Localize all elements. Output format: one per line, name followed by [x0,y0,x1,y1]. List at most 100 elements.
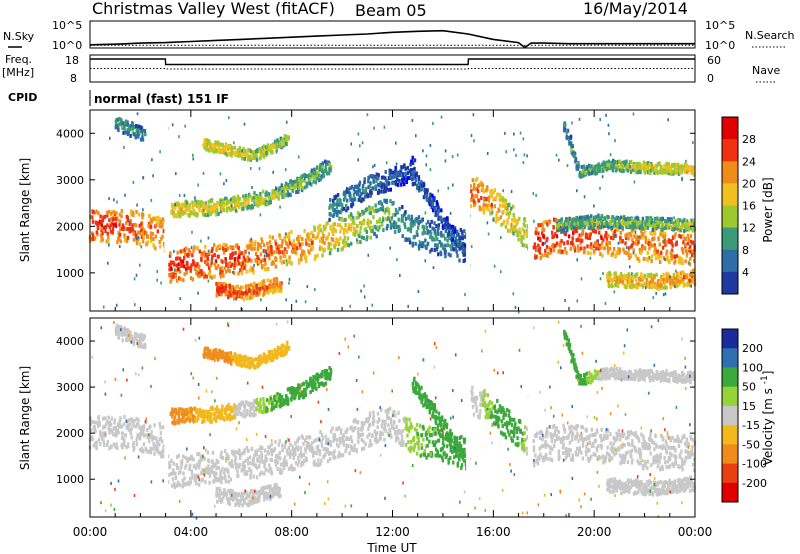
power-cell-11 [681,165,684,170]
velocity-cell-0 [89,419,92,424]
velocity-cell-0 [104,416,107,421]
power-cell-1 [175,256,178,261]
velocity-cell-1 [320,443,324,448]
freq-tick-high: 18 [65,54,79,67]
power-cell-7 [479,207,482,212]
power-cell-3 [232,151,236,156]
power-cell-1 [292,239,295,244]
power-cell-7 [508,228,511,233]
power-cell-11 [588,171,591,176]
power-cell-8 [555,234,559,239]
power-cell-1 [430,219,433,224]
power-cell-3 [276,138,279,143]
power-cell-2 [275,186,278,191]
velocity-cell-0 [122,422,126,427]
power-cell-1 [344,217,347,222]
power-speckle [412,224,415,228]
power-cell-10 [677,274,680,279]
power-cell-1 [375,234,378,239]
power-cell-2 [253,199,256,204]
power-cell-1 [233,263,237,268]
power-cell-1 [311,245,315,250]
power-cell-1 [303,256,307,261]
power-cell-9 [588,221,592,226]
power-cell-1 [294,247,297,252]
power-cell-6 [448,227,451,231]
power-cell-1 [175,278,179,283]
power-cell-1 [364,208,368,213]
power-cell-1 [389,199,392,204]
power-cell-1 [301,237,304,242]
power-cell-9 [676,220,679,225]
power-cell-11 [577,164,580,169]
power-cell-1 [231,252,235,257]
power-cell-8 [541,241,544,246]
power-cell-1 [391,222,394,227]
power-cell-1 [287,259,291,264]
power-cell-1 [355,229,359,234]
velocity-cell-1 [199,455,202,459]
velocity-cell-1 [183,476,186,481]
power-cell-7 [520,236,523,241]
power-cell-0 [99,214,102,219]
power-cell-10 [608,272,611,276]
power-cell-8 [541,226,544,231]
power-cell-1 [463,229,466,234]
power-cell-8 [593,242,596,247]
power-cell-7 [507,228,510,233]
power-cell-5 [344,195,347,200]
power-cell-6 [457,240,460,245]
power-cell-2 [193,201,196,206]
power-cell-2 [170,202,174,207]
power-speckle [207,279,210,283]
power-cell-2 [250,205,253,209]
power-cell-8 [605,236,609,241]
power-cell-9 [646,225,649,230]
power-cell-6 [420,187,423,192]
velocity-cell-1 [243,467,246,472]
velocity-cell-1 [324,434,327,439]
power-cell-10 [630,279,634,283]
power-cell-9 [622,215,626,220]
power-cell-11 [627,162,631,167]
power-speckle [251,186,253,189]
power-cell-8 [663,234,667,239]
power-cell-8 [678,233,681,238]
velocity-cell-1 [265,458,268,463]
power-speckle [174,203,176,207]
power-speckle [133,277,136,281]
power-cell-1 [195,246,198,251]
power-cell-1 [183,264,186,269]
power-cell-8 [604,230,608,235]
power-cell-7 [470,198,473,203]
velocity-cell-1 [300,450,303,455]
power-cell-1 [350,241,353,246]
power-speckle [136,203,138,207]
velocity-cell-0 [130,435,133,440]
power-cell-9 [623,220,627,225]
power-cell-5 [345,208,348,213]
velocity-cell-1 [188,457,191,462]
power-speckle [371,303,374,307]
power-cell-2 [178,207,181,212]
power-cell-2 [179,203,183,208]
power-cell-12 [252,293,255,297]
power-speckle [589,256,592,260]
power-speckle [137,236,140,239]
power-cell-7 [506,218,509,223]
power-cell-2 [287,182,290,187]
power-speckle [192,157,195,161]
power-cell-0 [141,226,144,230]
power-cell-2 [314,171,317,176]
velocity-cell-1 [274,440,277,444]
power-cell-10 [675,284,678,289]
power-cell-8 [681,248,685,252]
power-cell-2 [289,186,292,191]
power-speckle [662,293,665,297]
power-cell-12 [231,293,235,298]
power-speckle [650,169,652,173]
power-cell-12 [270,288,273,293]
power-cell-9 [588,216,592,220]
power-cell-1 [409,226,413,230]
power-speckle [285,259,288,263]
